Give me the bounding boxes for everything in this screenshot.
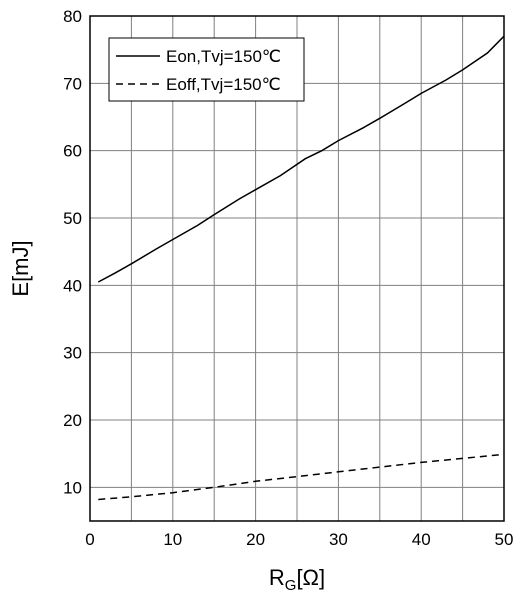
y-tick-label: 40 — [63, 276, 82, 295]
y-tick-label: 70 — [63, 74, 82, 93]
y-tick-labels: 10 20 30 40 50 60 70 80 — [63, 7, 82, 497]
legend-box — [108, 37, 305, 102]
grid — [90, 16, 504, 521]
y-tick-label: 10 — [63, 478, 82, 497]
y-tick-label: 30 — [63, 344, 82, 363]
x-tick-label: 40 — [412, 530, 431, 549]
y-tick-label: 80 — [63, 7, 82, 26]
legend-label-eon: Eon,Tvj=150℃ — [166, 47, 281, 66]
x-tick-label: 30 — [329, 530, 348, 549]
plot-frame — [89, 15, 505, 522]
x-tick-label: 0 — [85, 530, 94, 549]
x-tick-label: 20 — [246, 530, 265, 549]
legend: Eon,Tvj=150℃ Eoff,Tvj=150℃ — [108, 37, 305, 102]
series-line-eon — [97, 35, 505, 283]
y-axis-title: E[mJ] — [8, 240, 33, 296]
y-tick-label: 60 — [63, 142, 82, 161]
x-tick-label: 10 — [163, 530, 182, 549]
legend-label-eoff: Eoff,Tvj=150℃ — [166, 75, 281, 94]
plot-lines — [97, 35, 505, 501]
x-axis-title-unit: [Ω] — [296, 565, 325, 590]
y-tick-label: 20 — [63, 411, 82, 430]
x-axis-title: RG[Ω] — [269, 565, 325, 594]
y-tick-label: 50 — [63, 209, 82, 228]
x-axis-title-subscript: G — [285, 577, 297, 594]
x-tick-labels: 0 10 20 30 40 50 — [85, 530, 513, 549]
x-axis-title-main: R — [269, 565, 285, 590]
x-tick-label: 50 — [495, 530, 514, 549]
series-line-eoff — [98, 453, 505, 501]
